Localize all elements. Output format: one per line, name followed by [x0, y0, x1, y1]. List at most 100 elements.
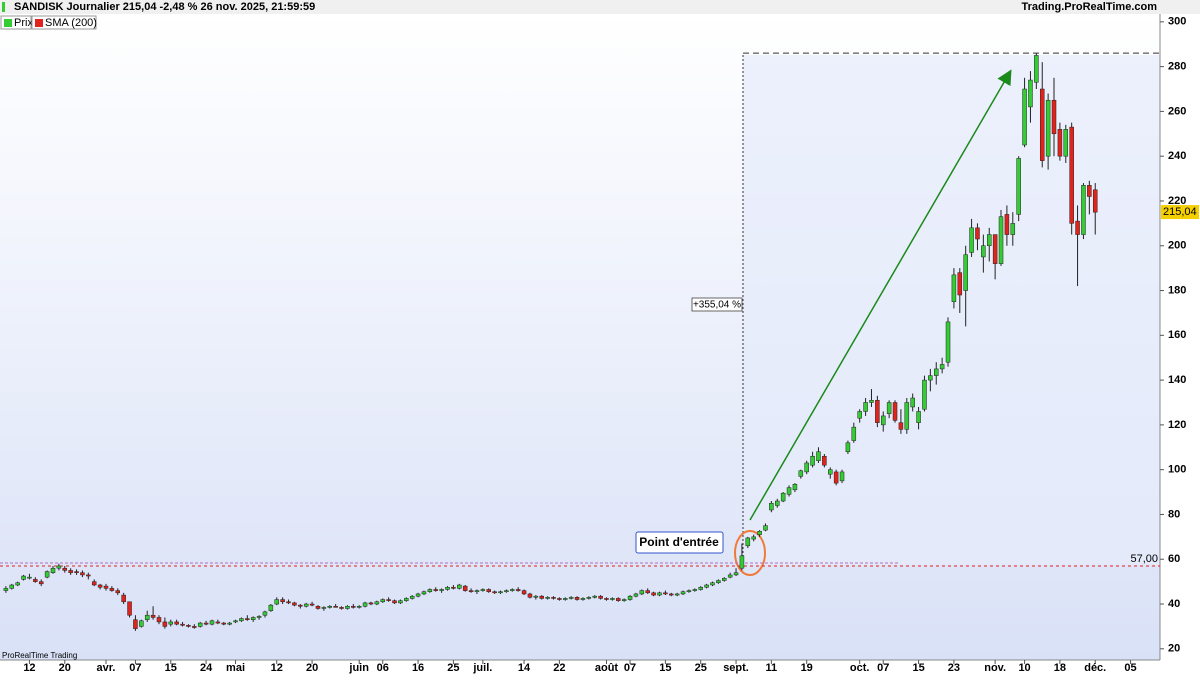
candle-body	[50, 567, 56, 573]
candle-body	[769, 503, 774, 511]
x-tick-label: 20	[306, 662, 318, 674]
candle-body	[716, 580, 721, 583]
legend-swatch	[35, 19, 43, 27]
candle-body	[686, 590, 692, 592]
legend-swatch	[4, 19, 12, 27]
x-tick-label: juin	[348, 662, 369, 674]
candle-body	[268, 604, 274, 611]
candle-body	[168, 621, 174, 625]
candle-body	[415, 593, 421, 597]
candle-body	[150, 614, 156, 618]
candle-body	[733, 572, 739, 576]
candle-body	[822, 455, 827, 466]
x-tick-label: 23	[948, 662, 960, 674]
candle-body	[839, 471, 845, 482]
candle-body	[963, 254, 968, 291]
candle-body	[239, 618, 244, 622]
candle-body	[339, 607, 344, 609]
candle-body	[898, 422, 904, 430]
candle-body	[492, 591, 497, 594]
candle-body	[1016, 158, 1021, 215]
candle-body	[86, 574, 91, 577]
candle-body	[250, 617, 256, 620]
source: Trading.ProRealTime.com	[1021, 1, 1157, 13]
candle-body	[710, 582, 715, 586]
candle-body	[515, 589, 521, 591]
candle-body	[197, 622, 203, 627]
candle-body	[886, 402, 892, 414]
candle-body	[9, 584, 15, 589]
candle-body	[722, 578, 727, 581]
candle-body	[327, 606, 332, 608]
candle-body	[598, 595, 603, 599]
candle-body	[669, 593, 674, 596]
legend-label: Prix	[14, 17, 33, 29]
y-tick-label: 80	[1168, 508, 1180, 520]
candle-body	[604, 598, 609, 600]
candle-body	[674, 593, 680, 596]
candle-body	[1010, 223, 1016, 235]
candle-body	[727, 574, 733, 578]
x-tick-label: juil.	[472, 662, 492, 674]
y-tick-label: 280	[1168, 61, 1186, 73]
candle-body	[1028, 79, 1033, 108]
candle-body	[404, 598, 409, 601]
candle-body	[810, 455, 815, 466]
candle-body	[627, 595, 633, 600]
candle-body	[692, 589, 698, 591]
candle-body	[933, 368, 939, 376]
x-tick-label: 11	[766, 662, 778, 674]
candle-body	[362, 602, 368, 607]
candle-body	[922, 379, 927, 410]
candle-body	[916, 411, 921, 423]
candle-body	[945, 321, 951, 363]
candle-body	[315, 606, 321, 609]
x-tick-label: 12	[23, 662, 35, 674]
x-tick-label: 18	[1054, 662, 1066, 674]
y-tick-label: 260	[1168, 105, 1186, 117]
candle-body	[245, 618, 250, 620]
candle-body	[345, 606, 350, 609]
candle-body	[975, 227, 980, 240]
candle-body	[880, 415, 886, 426]
candle-body	[798, 470, 804, 477]
x-tick-label: 07	[129, 662, 141, 674]
legend-label: SMA (200)	[45, 17, 97, 29]
candle-body	[162, 621, 168, 627]
candle-body	[21, 575, 26, 580]
candle-body	[74, 571, 79, 573]
y-tick-label: 240	[1168, 150, 1186, 162]
level-label: 57,00	[1130, 553, 1158, 565]
candle-body	[992, 234, 998, 264]
candle-body	[521, 590, 527, 595]
candle-body	[663, 592, 668, 595]
candle-body	[439, 589, 444, 591]
candle-body	[3, 588, 9, 591]
x-tick-label: 15	[912, 662, 924, 674]
y-tick-label: 20	[1168, 643, 1180, 655]
candle-body	[433, 589, 438, 591]
candle-body	[97, 584, 103, 588]
legend-box	[31, 15, 97, 30]
candle-body	[368, 602, 374, 605]
candle-body	[356, 606, 362, 608]
candle-body	[68, 570, 73, 573]
x-tick-label: déc.	[1084, 662, 1106, 674]
candle-body	[592, 595, 597, 598]
candle-body	[780, 492, 786, 502]
y-tick-label: 180	[1168, 284, 1186, 296]
candle-body	[763, 525, 768, 531]
candle-body	[633, 593, 639, 597]
candle-body	[192, 626, 197, 628]
candle-body	[286, 601, 291, 604]
candle-body	[986, 234, 992, 247]
candle-body	[957, 272, 963, 296]
candle-body	[44, 571, 50, 578]
candle-body	[928, 375, 933, 381]
candle-body	[863, 402, 868, 412]
y-tick-label: 140	[1168, 374, 1186, 386]
candle-body	[474, 590, 480, 592]
candle-body	[203, 622, 209, 625]
x-tick-label: 22	[553, 662, 565, 674]
candle-body	[969, 227, 974, 253]
